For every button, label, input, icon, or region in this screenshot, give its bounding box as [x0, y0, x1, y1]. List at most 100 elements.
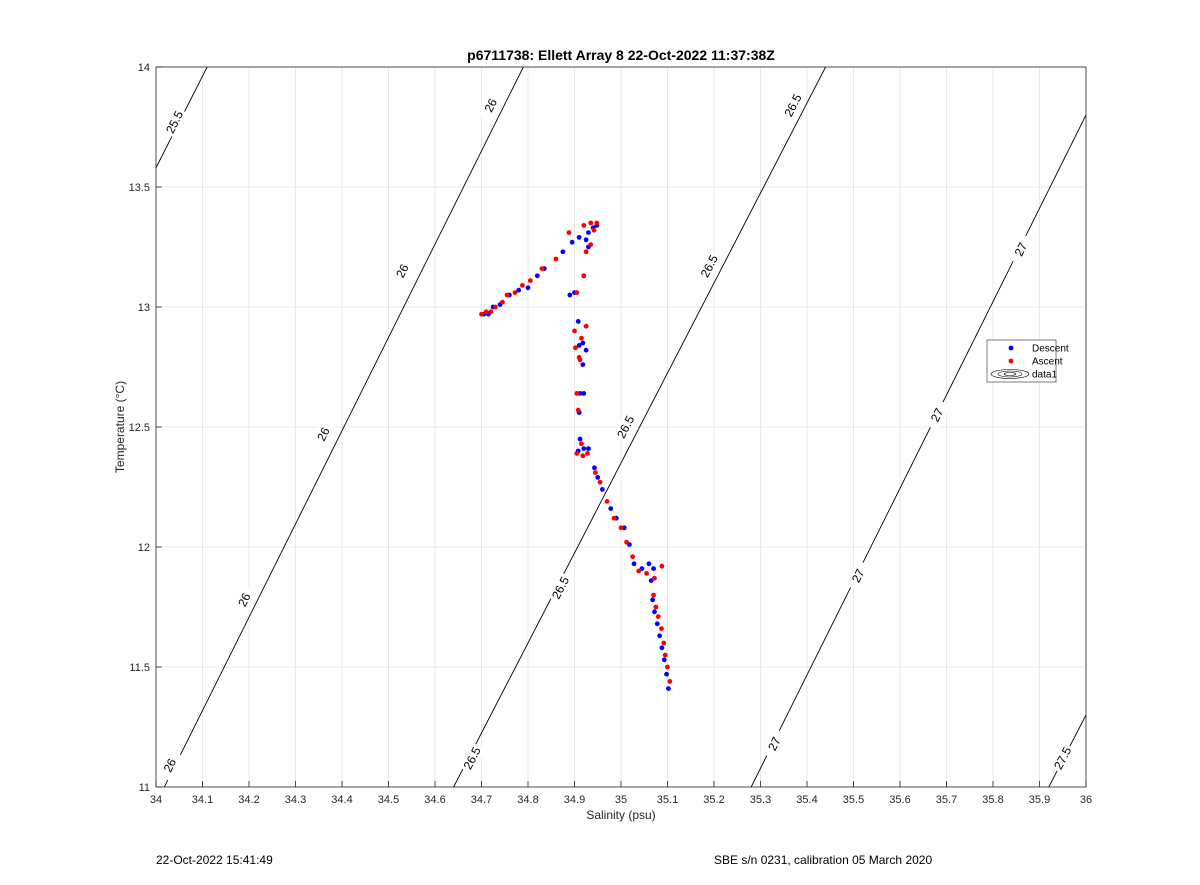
point-descent	[652, 609, 657, 615]
isopycnal-label-bg	[779, 89, 807, 122]
isopycnal-label: 26	[161, 756, 180, 774]
point-ascent	[500, 299, 505, 305]
point-ascent	[512, 290, 518, 295]
point-ascent	[539, 266, 545, 271]
point-ascent	[618, 525, 624, 531]
point-ascent	[527, 278, 533, 283]
point-ascent	[483, 309, 489, 315]
point-ascent	[665, 664, 670, 670]
x-tick-label: 34.3	[285, 794, 306, 806]
legend-label-ascent: Ascent	[1032, 357, 1063, 368]
point-ascent	[504, 292, 510, 298]
isopycnal-label-bg	[389, 254, 416, 288]
isopycnal-label: 26	[314, 425, 333, 443]
point-descent	[651, 566, 656, 571]
isopycnal-label-bg	[477, 89, 505, 122]
point-descent	[580, 340, 586, 346]
point-descent	[569, 239, 575, 245]
point-ascent	[594, 220, 600, 226]
isopycnal-label: 27	[765, 734, 784, 752]
isopycnal-label-bg	[161, 106, 189, 139]
isopycnal-label-bg	[230, 583, 258, 616]
y-axis-label: Temperature (°C)	[113, 381, 127, 473]
point-descent	[664, 671, 669, 677]
isopycnal-label-bg	[761, 727, 788, 760]
point-descent	[516, 287, 522, 293]
point-ascent	[597, 479, 603, 485]
x-tick-label: 35.7	[936, 794, 957, 806]
point-ascent	[493, 304, 498, 310]
isopycnal-label: 26	[482, 96, 501, 114]
isopycnal-label-bg	[1049, 742, 1077, 775]
point-ascent	[576, 355, 582, 360]
point-descent	[600, 487, 605, 492]
point-descent	[577, 436, 583, 442]
point-descent	[586, 230, 591, 236]
data-points	[479, 220, 673, 691]
point-ascent	[588, 220, 594, 226]
point-descent	[646, 561, 652, 567]
point-ascent	[583, 323, 589, 329]
y-tick-label: 12	[138, 542, 150, 554]
point-descent	[525, 285, 531, 291]
legend-label-data1: data1	[1032, 370, 1057, 381]
x-tick-label: 34.2	[238, 794, 259, 806]
density-contours	[156, 67, 1086, 787]
isopycnal-label: 26	[235, 590, 254, 608]
y-axis-ticks: 11 11.5 12 12.5 13 13.5 14	[129, 62, 162, 794]
point-ascent	[659, 563, 665, 569]
density-contour-labels: 25.5262626262626.526.526.526.526.5272727…	[156, 89, 1077, 782]
point-ascent	[572, 328, 577, 334]
point-descent	[580, 362, 586, 367]
point-ascent	[653, 604, 659, 610]
x-tick-label: 35.8	[982, 794, 1003, 806]
point-ascent	[667, 679, 673, 684]
point-ascent	[651, 592, 656, 598]
point-ascent	[662, 652, 668, 658]
point-descent	[657, 633, 662, 639]
legend-marker-ascent	[1008, 358, 1014, 364]
point-ascent	[611, 515, 617, 521]
point-descent	[560, 249, 566, 255]
isopycnal-label-bg	[156, 749, 184, 782]
point-ascent	[593, 470, 598, 475]
y-tick-label: 12.5	[129, 422, 150, 434]
x-axis-ticks: 34 34.1 34.2 34.3 34.4 34.5 34.6 34.7 34.8 34.9 35…	[150, 781, 1092, 806]
point-descent	[575, 319, 581, 324]
point-ascent	[661, 640, 667, 646]
x-tick-label: 34.4	[331, 794, 352, 806]
point-descent	[534, 273, 540, 279]
isopycnal-label-bg	[309, 418, 337, 451]
point-ascent	[573, 345, 578, 351]
x-tick-label: 35.3	[750, 794, 771, 806]
point-ascent	[575, 407, 581, 413]
x-tick-label: 35.4	[796, 794, 817, 806]
point-descent	[631, 561, 637, 567]
isopycnal-line	[750, 114, 1086, 787]
point-ascent	[579, 441, 584, 447]
isopycnal-label-bg	[1007, 233, 1035, 266]
point-ascent	[652, 575, 657, 581]
x-tick-label: 35.1	[657, 794, 678, 806]
isopycnal-label-bg	[695, 250, 723, 283]
point-ascent	[479, 311, 484, 317]
legend: Descent Ascent data1	[986, 339, 1069, 383]
point-ascent	[579, 335, 584, 341]
x-tick-label: 34.7	[471, 794, 492, 806]
y-tick-label: 11.5	[129, 662, 150, 674]
point-ascent	[659, 626, 664, 631]
point-ascent	[655, 614, 661, 619]
point-descent	[659, 645, 665, 651]
point-ascent	[644, 571, 649, 576]
point-ascent	[581, 273, 587, 279]
legend-marker-descent	[1008, 345, 1014, 351]
point-descent	[581, 446, 587, 451]
y-tick-label: 14	[138, 62, 150, 74]
x-tick-label: 35	[615, 794, 627, 806]
x-tick-label: 35.5	[843, 794, 864, 806]
isopycnal-label-bg	[923, 398, 951, 432]
point-ascent	[581, 223, 587, 228]
point-ascent	[630, 554, 636, 559]
legend-label-descent: Descent	[1032, 344, 1069, 355]
